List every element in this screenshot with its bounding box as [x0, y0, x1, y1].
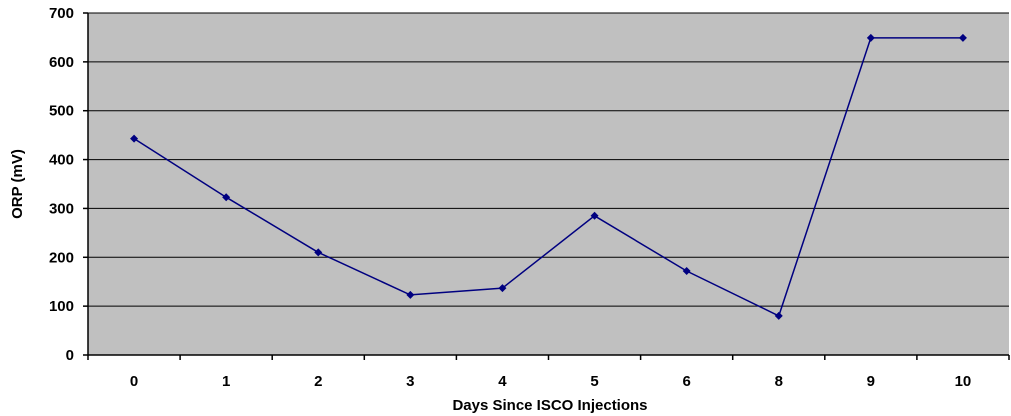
x-axis-title: Days Since ISCO Injections [452, 397, 647, 414]
data-point-9 [866, 33, 875, 42]
x-tick-label-0: 0 [130, 373, 138, 390]
x-tick-label-2: 2 [314, 373, 322, 390]
y-axis-title: ORP (mV) [9, 149, 26, 219]
data-point-2 [314, 248, 323, 257]
data-point-4 [498, 284, 507, 293]
plot-area [88, 13, 1009, 355]
data-point-10 [958, 33, 967, 42]
y-tick-label-700: 700 [49, 5, 74, 22]
data-point-6 [682, 266, 691, 275]
y-tick-labels: 0 100 200 300 400 500 600 700 [49, 5, 74, 364]
x-tick-label-10: 10 [955, 373, 972, 390]
axes [83, 12, 1010, 360]
series-line-0 [133, 37, 963, 317]
data-point-3 [406, 290, 415, 299]
data-point-1 [222, 193, 231, 202]
y-tick-label-400: 400 [49, 152, 74, 169]
data-point-0 [130, 134, 139, 143]
gridlines [88, 12, 1009, 307]
y-tick-label-0: 0 [66, 347, 74, 364]
x-tick-label-4: 4 [498, 373, 507, 390]
x-tick-label-8: 8 [775, 373, 783, 390]
x-tick-label-5: 5 [590, 373, 598, 390]
y-tick-label-100: 100 [49, 298, 74, 315]
x-tick-label-6: 6 [682, 373, 690, 390]
data-point-5 [590, 211, 599, 220]
y-tick-label-300: 300 [49, 200, 74, 217]
y-tick-label-200: 200 [49, 249, 74, 266]
x-tick-label-3: 3 [406, 373, 414, 390]
data-point-8 [774, 311, 783, 320]
x-tick-label-1: 1 [222, 373, 230, 390]
y-tick-label-600: 600 [49, 54, 74, 71]
y-tick-label-500: 500 [49, 103, 74, 120]
data-series [130, 33, 967, 320]
x-tick-label-9: 9 [867, 373, 875, 390]
x-tick-labels: 0 1 2 3 4 5 6 8 9 10 [130, 373, 971, 390]
